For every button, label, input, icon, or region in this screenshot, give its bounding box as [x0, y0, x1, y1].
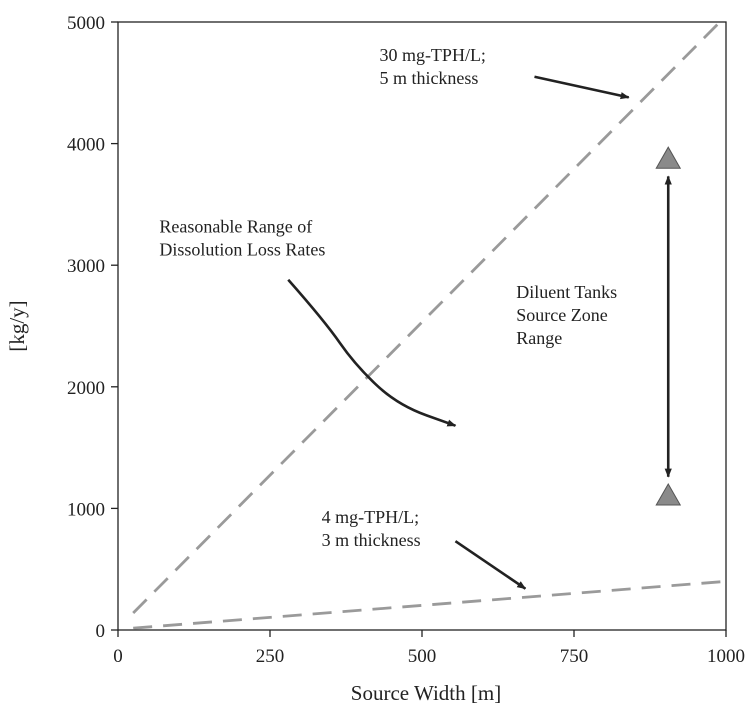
x-tick-label: 500 — [408, 646, 437, 667]
annotations: 30 mg-TPH/L; 5 m thickness Reasonable Rang… — [159, 45, 630, 590]
y-tick-label: 5000 — [67, 13, 105, 34]
y-tick-label: 3000 — [67, 256, 105, 277]
y-tick-label: 2000 — [67, 378, 105, 399]
range-max-triangle — [655, 146, 682, 169]
range-marker — [655, 146, 682, 506]
annotation-arrow-0 — [534, 75, 630, 100]
plot-frame — [117, 21, 727, 631]
annotation-text-0: 30 mg-TPH/L; 5 m thickness — [379, 45, 486, 88]
axes: 0 250 500 750 1000 0 1000 2000 3000 4000 5000 Sourc… — [5, 13, 745, 705]
y-tick-label: 4000 — [67, 135, 105, 156]
annotation-text-3: 4 mg-TPH/L; 3 m thickness — [322, 507, 421, 550]
annotation-text-1: Reasonable Range of Dissolution Loss Rate… — [159, 216, 325, 259]
annotation-text-2: Diluent Tanks Source Zone Range — [516, 282, 617, 348]
plot-area — [117, 21, 727, 631]
x-axis-label: Source Width [m] — [351, 681, 501, 705]
annotation-arrow-3 — [454, 540, 527, 590]
x-tick-label: 0 — [113, 646, 123, 667]
series-layer — [132, 21, 727, 630]
x-tick-label: 750 — [560, 646, 589, 667]
series-line-0 — [132, 21, 721, 614]
series-line-1 — [133, 579, 727, 630]
annotation-arrow-1 — [287, 278, 457, 427]
y-tick-label: 0 — [96, 621, 106, 642]
range-min-triangle — [655, 483, 682, 506]
x-tick-label: 1000 — [707, 646, 745, 667]
x-tick-label: 250 — [256, 646, 285, 667]
y-axis-label: [kg/y] — [5, 300, 29, 351]
y-tick-label: 1000 — [67, 499, 105, 520]
